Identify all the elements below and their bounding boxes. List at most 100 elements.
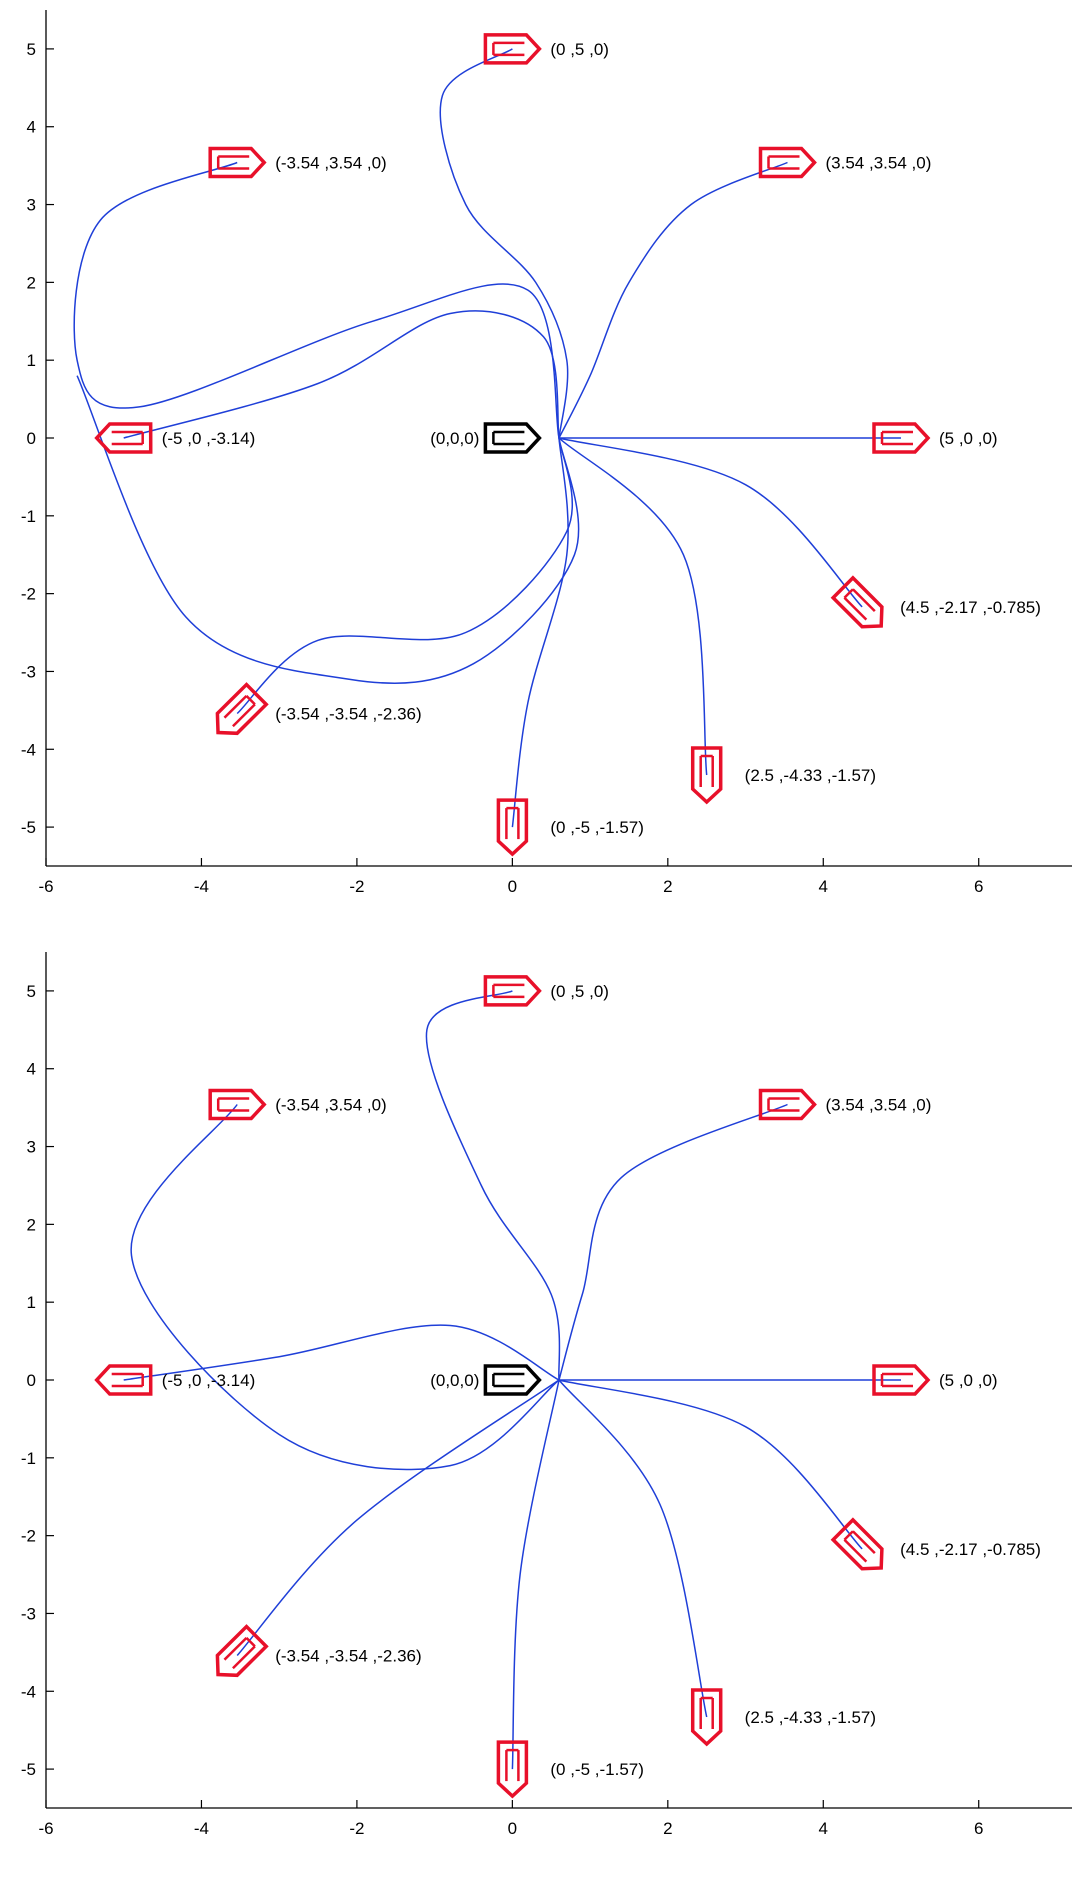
pose-stripe xyxy=(843,1530,854,1541)
trajectory-path xyxy=(511,1379,560,1770)
y-tick-label: 2 xyxy=(27,273,36,292)
y-tick-label: -1 xyxy=(21,507,36,526)
x-tick-label: 4 xyxy=(819,877,828,896)
pose-stripe xyxy=(223,1636,248,1661)
trajectory-path xyxy=(130,1104,560,1471)
x-tick-label: 0 xyxy=(508,1819,517,1838)
goal-pose-marker xyxy=(758,1088,817,1121)
trajectory-path xyxy=(439,48,569,439)
trajectory-path xyxy=(511,437,569,828)
goal-pose-marker xyxy=(208,1088,267,1121)
x-tick-label: -4 xyxy=(194,1819,209,1838)
y-tick-label: 5 xyxy=(27,982,36,1001)
goal-pose-marker xyxy=(483,975,542,1007)
pose-body xyxy=(496,798,529,857)
pose-stripe xyxy=(245,694,256,706)
pose-body xyxy=(758,146,817,179)
goal-pose-label: (-5 ,0 ,-3.14) xyxy=(162,1371,256,1390)
trajectory-path xyxy=(73,161,560,439)
x-tick-label: 6 xyxy=(974,877,983,896)
pose-stripe xyxy=(843,588,854,599)
pose-body xyxy=(483,975,542,1007)
pose-stripe xyxy=(232,1645,256,1670)
goal-pose-marker xyxy=(830,575,884,629)
y-tick-label: 4 xyxy=(27,1060,36,1079)
trajectory-chart-svg: -6 -4 -2 0 2 4 6 5 4 3 2 1 0 -1 -2 -3 -4 -5 (0 ,5 ,0) (-3.5… xyxy=(21,952,1072,1838)
goal-pose-label: (0 ,-5 ,-1.57) xyxy=(550,818,644,837)
goal-pose-marker xyxy=(94,1364,153,1396)
pose-stripe xyxy=(245,1636,256,1648)
goal-pose-label: (0 ,5 ,0) xyxy=(550,40,609,59)
pose-body xyxy=(215,1624,269,1678)
y-tick-label: 4 xyxy=(27,118,36,137)
pose-body xyxy=(483,1364,542,1396)
start-pose-label: (0,0,0) xyxy=(430,1371,479,1390)
goal-pose-label: (2.5 ,-4.33 ,-1.57) xyxy=(745,766,876,785)
y-tick-label: 5 xyxy=(27,40,36,59)
pose-body xyxy=(483,422,542,454)
x-tick-label: 0 xyxy=(508,877,517,896)
trajectory-chart-svg: -6 -4 -2 0 2 4 6 5 4 3 2 1 0 -1 -2 -3 -4 -5 (0 ,5 ,0) (-3.5… xyxy=(21,10,1072,896)
trajectory-path xyxy=(558,161,788,439)
goal-pose-label: (2.5 ,-4.33 ,-1.57) xyxy=(745,1708,876,1727)
pose-body xyxy=(94,422,153,454)
trajectory-path xyxy=(236,1379,560,1656)
y-tick-label: -3 xyxy=(21,662,36,681)
goal-pose-label: (4.5 ,-2.17 ,-0.785) xyxy=(900,598,1041,617)
trajectory-path xyxy=(123,1324,560,1381)
goal-pose-label: (0 ,-5 ,-1.57) xyxy=(550,1760,644,1779)
pose-stripe xyxy=(232,703,256,728)
pose-stripe xyxy=(843,1538,868,1563)
goal-pose-marker xyxy=(208,146,267,179)
goal-pose-label: (-3.54 ,3.54 ,0) xyxy=(275,154,387,173)
y-tick-label: 0 xyxy=(27,429,36,448)
pose-body xyxy=(208,1088,267,1121)
trajectory-path xyxy=(425,990,561,1381)
trajectory-path xyxy=(558,437,863,608)
y-tick-label: 3 xyxy=(27,1138,36,1157)
y-tick-label: -3 xyxy=(21,1604,36,1623)
y-tick-label: 1 xyxy=(27,351,36,370)
y-tick-label: -4 xyxy=(21,740,36,759)
start-pose-label: (0,0,0) xyxy=(430,429,479,448)
goal-pose-marker xyxy=(496,1740,529,1799)
pose-body xyxy=(830,575,884,629)
pose-stripe xyxy=(852,1530,876,1555)
goal-pose-marker xyxy=(690,746,723,805)
goal-pose-label: (-3.54 ,3.54 ,0) xyxy=(275,1096,387,1115)
trajectory-path xyxy=(558,1379,708,1718)
goal-pose-label: (3.54 ,3.54 ,0) xyxy=(826,154,932,173)
goal-pose-label: (-3.54 ,-3.54 ,-2.36) xyxy=(275,704,421,723)
x-tick-label: 2 xyxy=(663,1819,672,1838)
goal-pose-label: (-3.54 ,-3.54 ,-2.36) xyxy=(275,1646,421,1665)
pose-body xyxy=(690,746,723,805)
start-pose-marker xyxy=(483,1364,542,1396)
trajectory-path xyxy=(558,1103,788,1381)
goal-pose-marker xyxy=(830,1517,884,1571)
goal-pose-marker xyxy=(215,682,269,736)
goal-pose-marker xyxy=(496,798,529,857)
x-tick-label: -4 xyxy=(194,877,209,896)
pose-body xyxy=(830,1517,884,1571)
y-tick-label: -5 xyxy=(21,818,36,837)
y-tick-label: 0 xyxy=(27,1371,36,1390)
goal-pose-label: (5 ,0 ,0) xyxy=(939,1371,998,1390)
goal-pose-marker xyxy=(94,422,153,454)
goal-pose-label: (4.5 ,-2.17 ,-0.785) xyxy=(900,1540,1041,1559)
y-tick-label: -2 xyxy=(21,1527,36,1546)
pose-body xyxy=(690,1688,723,1747)
trajectory-path xyxy=(236,437,574,715)
y-tick-label: -4 xyxy=(21,1682,36,1701)
y-tick-label: 1 xyxy=(27,1293,36,1312)
pose-stripe xyxy=(852,588,876,613)
trajectory-path xyxy=(558,1379,863,1550)
x-tick-label: -2 xyxy=(349,1819,364,1838)
y-tick-label: 3 xyxy=(27,196,36,215)
x-tick-label: -6 xyxy=(38,877,53,896)
goal-pose-marker xyxy=(758,146,817,179)
goal-pose-marker xyxy=(690,1688,723,1747)
trajectory-path xyxy=(123,310,560,439)
trajectory-plot-top: -6 -4 -2 0 2 4 6 5 4 3 2 1 0 -1 -2 -3 -4 -5 (0 ,5 ,0) (-3.5… xyxy=(21,10,1072,896)
goal-pose-marker xyxy=(872,422,931,454)
start-pose-marker xyxy=(483,422,542,454)
